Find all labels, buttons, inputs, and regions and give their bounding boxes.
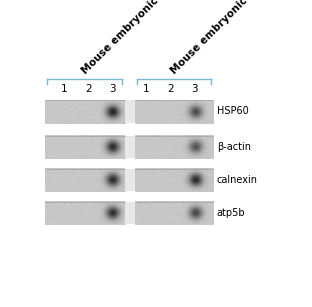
Bar: [125, 135, 134, 158]
Text: Mouse embryonic stem cells: Mouse embryonic stem cells: [169, 0, 294, 76]
Text: 3: 3: [110, 84, 116, 94]
Text: atp5b: atp5b: [217, 208, 245, 218]
Bar: [125, 169, 134, 191]
Text: 2: 2: [85, 84, 92, 94]
Text: 3: 3: [192, 84, 198, 94]
Bar: [125, 100, 134, 122]
Text: 1: 1: [61, 84, 68, 94]
Bar: [125, 202, 134, 224]
Text: Mouse embryonic fibroblast: Mouse embryonic fibroblast: [80, 0, 204, 76]
Text: β-actin: β-actin: [217, 142, 251, 152]
Text: 1: 1: [143, 84, 150, 94]
Text: calnexin: calnexin: [217, 175, 258, 185]
Text: 2: 2: [168, 84, 174, 94]
Text: HSP60: HSP60: [217, 106, 248, 116]
